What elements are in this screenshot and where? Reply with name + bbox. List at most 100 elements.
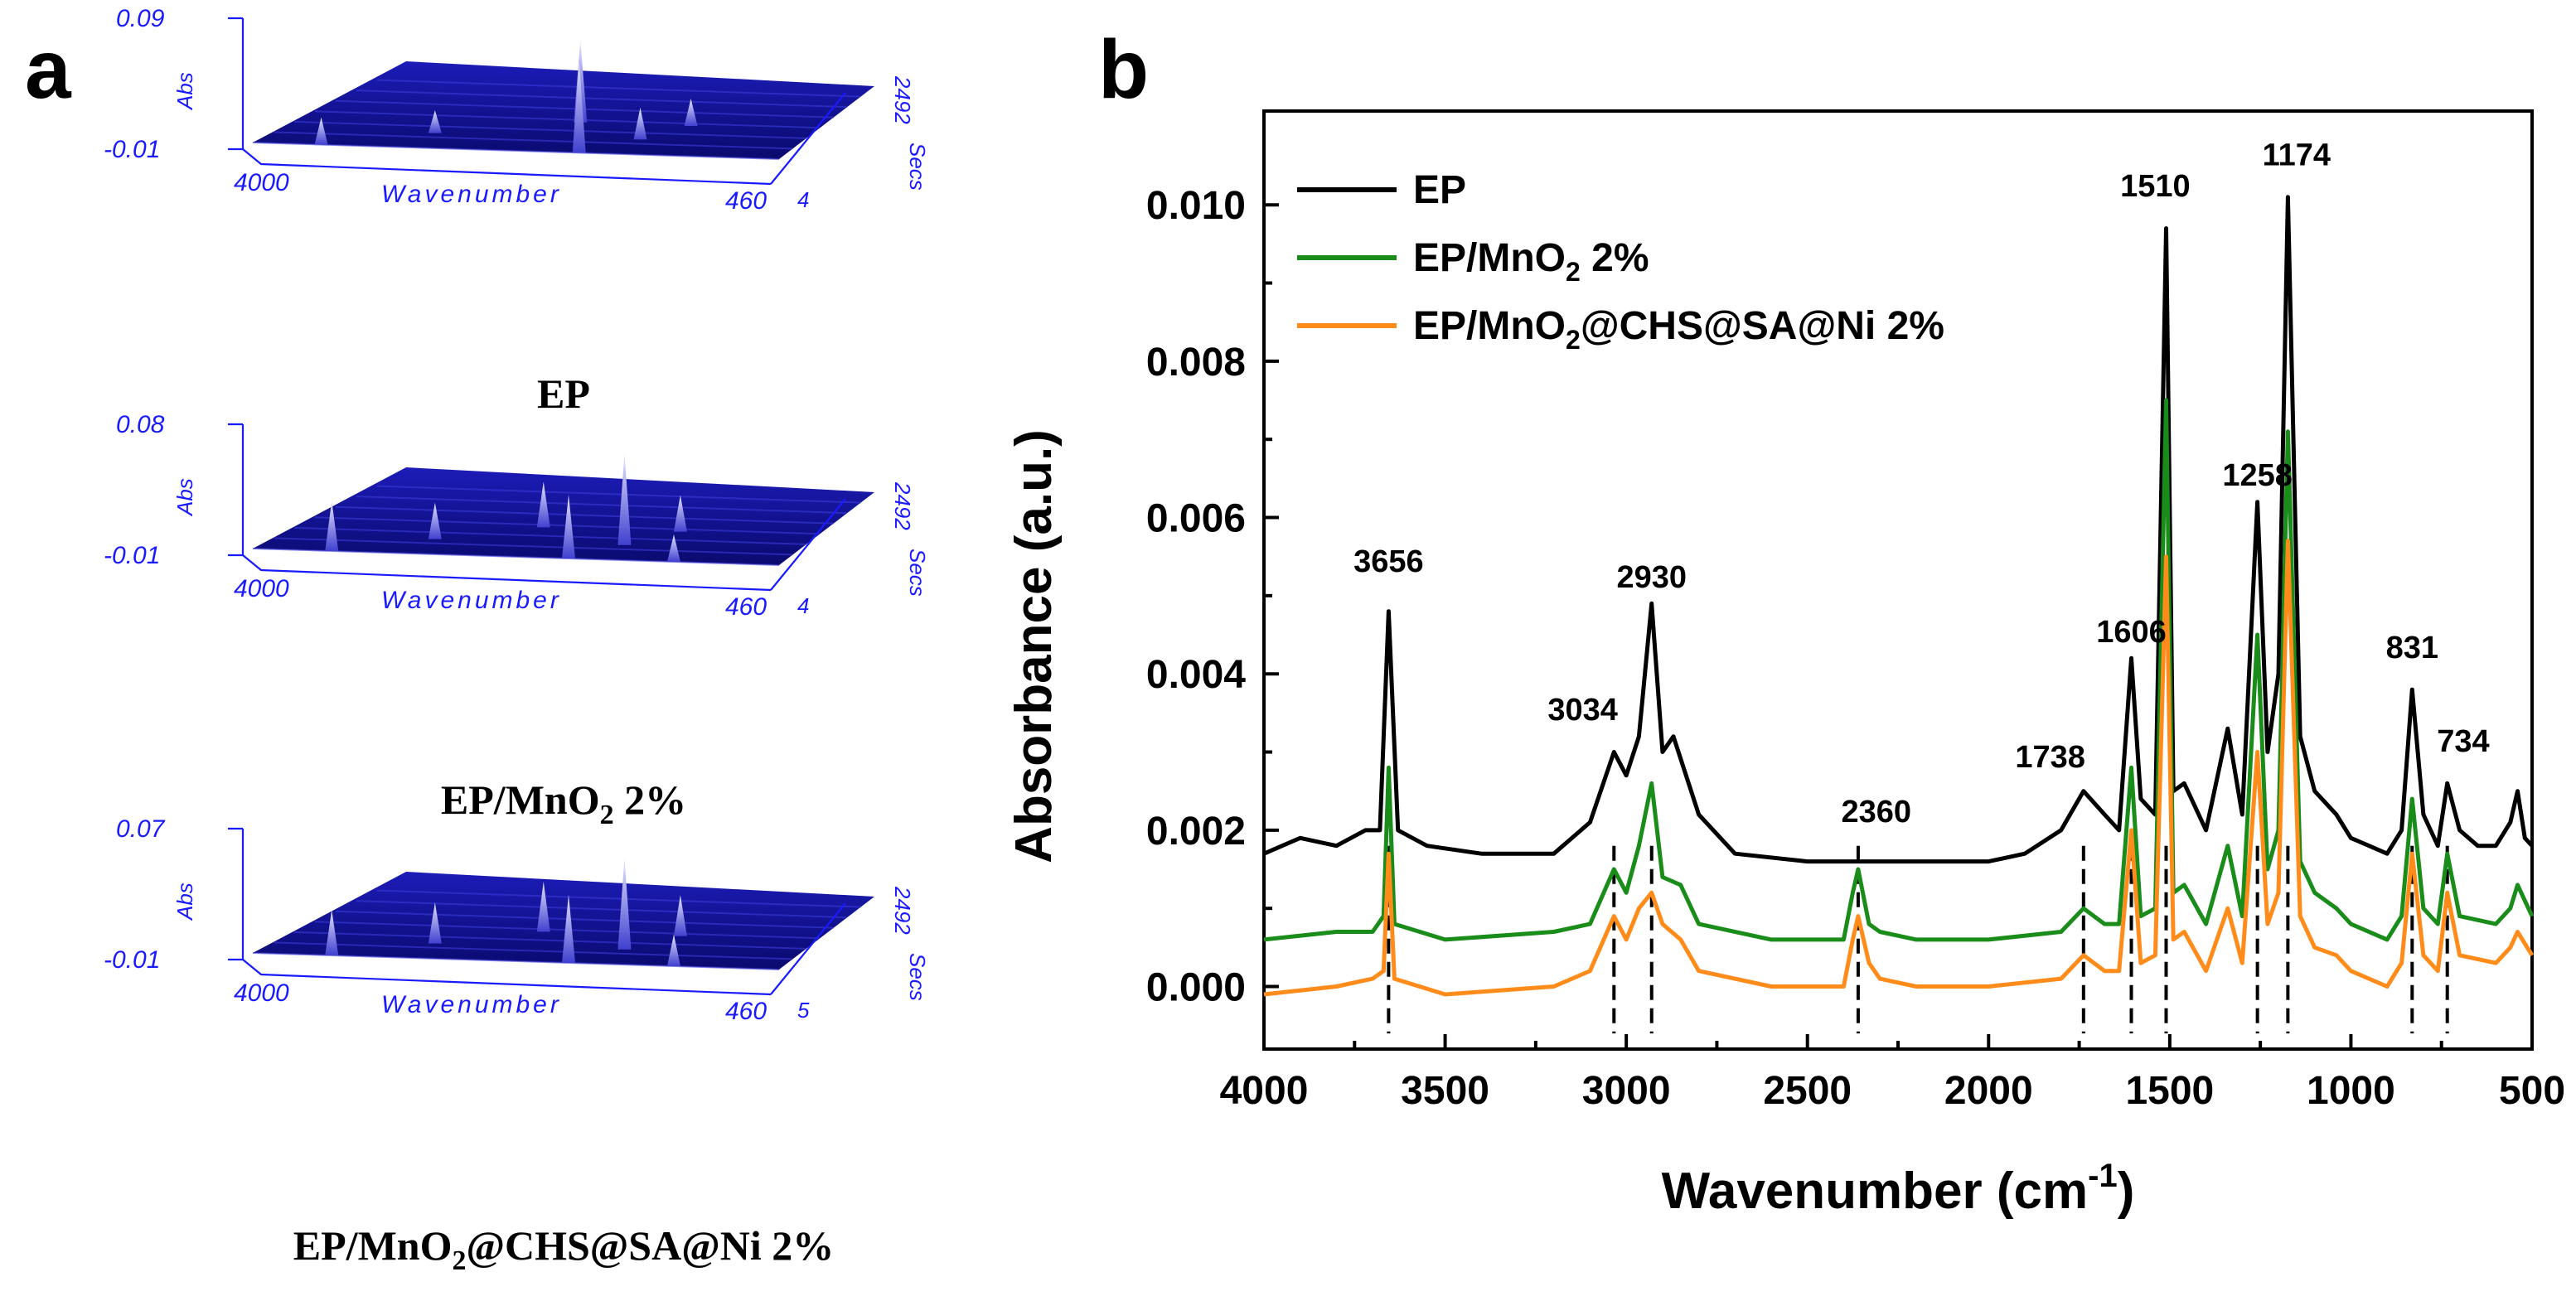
z-axis-3d — [770, 92, 846, 185]
plot-caption: EP/MnO2 2% — [441, 776, 686, 830]
y-min-label: -0.01 — [104, 542, 160, 569]
surface-ridge — [376, 889, 861, 908]
surface-peak — [633, 107, 647, 140]
surface-peak — [562, 894, 575, 963]
x-end-label: 460 — [725, 593, 767, 621]
surface-peak — [673, 895, 687, 936]
plot-caption: EP/MnO2@CHS@SA@Ni 2% — [293, 1222, 834, 1276]
surface-ridge — [335, 910, 834, 929]
peak-dash-lines — [1387, 845, 2449, 1034]
surface-peak — [536, 881, 550, 932]
surface-peak — [428, 502, 442, 539]
surface-peak — [428, 902, 442, 944]
y-axis-title: Absorbance (a.u.) — [1005, 429, 1063, 863]
peak-label-1510: 1510 — [2120, 169, 2191, 204]
x-end-label: 460 — [725, 187, 767, 215]
panel-b-ftir-chart: 4000 3500 3000 2500 2000 1500 1000 500 0.000 0.00… — [1005, 109, 2565, 1220]
abs-label: Abs — [172, 883, 197, 921]
y-tick-label: 0.006 — [1146, 497, 1246, 541]
surface-peak — [617, 858, 632, 950]
surface — [253, 61, 874, 159]
y-min-label: -0.01 — [104, 946, 160, 974]
surface-ridge — [273, 941, 793, 960]
wavenumber-label: Wavenumber — [381, 991, 562, 1018]
x-axis-title-end: ) — [2118, 1163, 2135, 1220]
z-end-label: 2492 — [890, 481, 915, 530]
axis-ticks: 4000 3500 3000 2500 2000 1500 1000 500 0.000 0.00… — [1146, 184, 2565, 1113]
surface-ridge — [356, 496, 848, 515]
surface-ridge — [293, 931, 806, 950]
surface-peak — [314, 117, 328, 145]
surface-peak — [325, 501, 339, 551]
surface-ridge — [314, 110, 821, 129]
y-tick-label: 0.004 — [1146, 653, 1246, 697]
x-tick-label: 2500 — [1763, 1069, 1852, 1113]
z-start-label: 4 — [797, 187, 809, 212]
caption-text: EP — [537, 370, 590, 417]
surface-ridge — [356, 89, 848, 109]
surface-ridge — [273, 537, 793, 556]
secs-label: Secs — [905, 143, 930, 191]
surface-ridge — [252, 548, 780, 566]
surface-peak — [325, 910, 339, 955]
x-axis-title-sup: -1 — [2088, 1158, 2118, 1194]
surface-peak — [684, 99, 698, 126]
plot-caption: EP — [537, 370, 590, 417]
surface-peak — [562, 495, 575, 559]
series-line-2 — [1263, 398, 2535, 942]
wavenumber-label: Wavenumber — [381, 587, 562, 614]
peak-label-734: 734 — [2437, 724, 2489, 759]
legend-rest: 2% — [1581, 236, 1649, 280]
surface-ridge — [376, 79, 861, 98]
x-tick-label: 1000 — [2307, 1069, 2395, 1113]
surface-ridge — [356, 900, 848, 919]
peak-label-1738: 1738 — [2015, 740, 2085, 775]
surface-ridge — [293, 526, 806, 545]
legend-main: EP/MnO — [1413, 304, 1566, 348]
z-start-label: 5 — [797, 998, 810, 1023]
surface-peak — [667, 934, 680, 966]
peak-label-3034: 3034 — [1547, 693, 1618, 728]
y-min-label: -0.01 — [104, 136, 160, 163]
legend-label-2: EP/MnO2 2% — [1413, 236, 1649, 287]
x-start-label: 4000 — [234, 575, 289, 602]
z-end-label: 2492 — [890, 886, 915, 935]
legend-sub: 2 — [1566, 257, 1581, 287]
x-axis-3d — [242, 148, 772, 186]
caption-sub: 2 — [452, 1245, 466, 1276]
peak-label-3656: 3656 — [1353, 544, 1424, 579]
x-start-label: 4000 — [234, 979, 289, 1007]
x-axis-3d — [242, 959, 772, 996]
surface-peak — [572, 61, 586, 153]
surface-peak — [667, 534, 680, 562]
x-tick-label: 2000 — [1944, 1069, 2033, 1113]
peak-label-1606: 1606 — [2096, 615, 2167, 650]
legend-sub: 2 — [1566, 325, 1581, 355]
x-axis-title-main: Wavenumber (cm — [1662, 1163, 2089, 1220]
surface-ridge — [293, 120, 806, 139]
y-tick-label: 0.008 — [1146, 341, 1246, 384]
wavenumber-label: Wavenumber — [381, 181, 562, 208]
legend-label-3: EP/MnO2@CHS@SA@Ni 2% — [1413, 304, 1944, 355]
surface-peak — [617, 453, 632, 545]
x-tick-label: 3500 — [1401, 1069, 1489, 1113]
panel-a-letter: a — [25, 23, 72, 116]
panel-b-letter: b — [1098, 23, 1149, 116]
surface-ridge — [376, 485, 861, 504]
x-axis-title: Wavenumber (cm-1) — [1662, 1158, 2135, 1220]
caption-rest: @CHS@SA@Ni 2% — [466, 1222, 834, 1269]
z-end-label: 2492 — [890, 75, 915, 124]
surface-ridge — [335, 505, 834, 525]
secs-label: Secs — [905, 953, 930, 1001]
secs-label: Secs — [905, 549, 930, 597]
legend-rest: @CHS@SA@Ni 2% — [1581, 304, 1944, 348]
x-start-label: 4000 — [234, 169, 289, 196]
x-tick-label: 3000 — [1582, 1069, 1671, 1113]
x-tick-label: 500 — [2499, 1069, 2565, 1113]
x-axis-3d — [242, 554, 772, 592]
z-axis-3d — [770, 902, 846, 995]
plot-3d-2: 0.08 -0.01 Abs 4000 Wavenumber 460 4 2492 Secs EP… — [104, 411, 930, 830]
x-tick-label: 4000 — [1220, 1069, 1309, 1113]
legend-label-1: EP — [1413, 168, 1466, 212]
